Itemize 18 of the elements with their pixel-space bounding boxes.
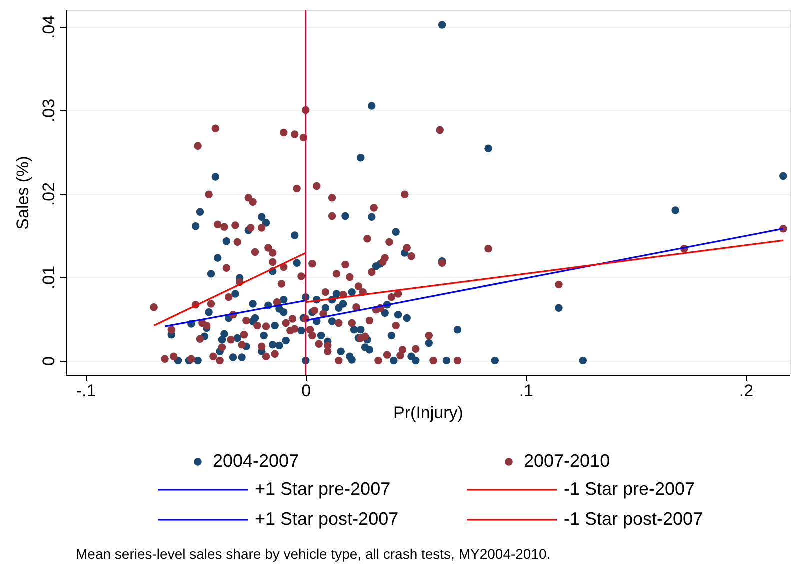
x-tick-label: -.1 bbox=[76, 382, 96, 400]
x-tick-label: .2 bbox=[739, 382, 754, 400]
legend-label: -1 Star post-2007 bbox=[564, 509, 704, 529]
x-tick-label: .1 bbox=[519, 382, 534, 400]
x-tick-label: 0 bbox=[302, 382, 312, 400]
legend-label: -1 Star pre-2007 bbox=[564, 479, 696, 499]
legend-label: 2007-2010 bbox=[524, 451, 610, 471]
y-tick-label: 0 bbox=[40, 356, 58, 366]
text: Mean series-level sales share by vehicle type, all crash tests, MY2004-2010. bbox=[76, 546, 551, 562]
y-axis-title: Sales (%) bbox=[14, 156, 32, 230]
y-tick-label: .01 bbox=[40, 266, 58, 290]
y-tick-label: .03 bbox=[40, 98, 58, 123]
y-tick-label: .04 bbox=[40, 15, 58, 40]
x-axis-title: Pr(Injury) bbox=[394, 404, 464, 422]
y-tick-label: .02 bbox=[40, 182, 58, 206]
legend-label: +1 Star post-2007 bbox=[255, 509, 399, 529]
legend-label: +1 Star pre-2007 bbox=[255, 479, 391, 499]
legend-label: 2004-2007 bbox=[213, 451, 300, 471]
